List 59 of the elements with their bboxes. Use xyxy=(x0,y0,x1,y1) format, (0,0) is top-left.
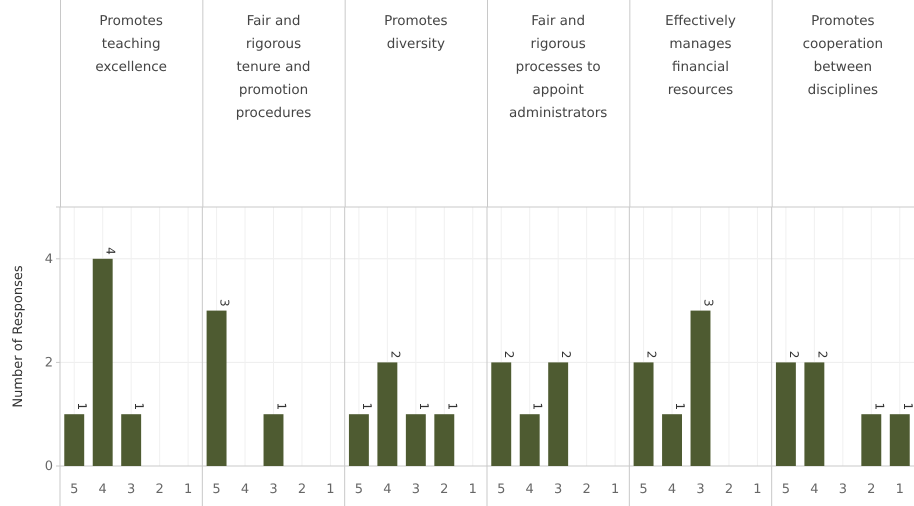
x-tick-label: 1 xyxy=(753,482,762,497)
data-label: 1 xyxy=(132,402,146,410)
data-label: 3 xyxy=(702,298,716,307)
y-axis-title: Number of Responses xyxy=(11,265,26,408)
x-tick-label: 2 xyxy=(298,482,306,497)
chart-title: Promotes teaching excellence xyxy=(95,13,167,75)
chart-title: Effectively manages financial resources xyxy=(665,13,736,98)
x-tick-label: 1 xyxy=(896,482,904,497)
data-label: 2 xyxy=(644,350,659,358)
data-label: 1 xyxy=(416,402,431,410)
chart-title: Fair and rigorous tenure and promotion procedures xyxy=(236,13,312,121)
x-tick-label: 3 xyxy=(269,482,278,497)
x-tick-label: 4 xyxy=(526,482,534,497)
x-tick-label: 1 xyxy=(610,482,620,497)
data-label: 3 xyxy=(218,298,232,307)
data-label: 1 xyxy=(445,402,460,410)
y-tick-label: 0 xyxy=(44,459,53,474)
data-label: 2 xyxy=(559,350,574,358)
chart-title: Promotes cooperation between disciplines xyxy=(802,13,884,98)
x-tick-label: 1 xyxy=(468,482,477,497)
data-label: 1 xyxy=(274,402,288,410)
chart-title: Fair and rigorous processes to appoint administrators xyxy=(508,13,608,121)
data-label: 2 xyxy=(815,350,830,358)
data-label: 2 xyxy=(502,350,516,358)
x-tick-label: 5 xyxy=(354,482,364,497)
data-label: 1 xyxy=(900,402,914,410)
x-tick-label: 1 xyxy=(326,482,335,497)
x-tick-label: 4 xyxy=(668,482,676,497)
x-tick-label: 5 xyxy=(212,482,221,497)
data-label: 1 xyxy=(530,402,545,410)
x-tick-label: 4 xyxy=(240,482,250,497)
x-tick-label: 3 xyxy=(838,482,847,497)
x-tick-label: 2 xyxy=(867,482,876,497)
data-label: 2 xyxy=(786,350,801,358)
y-tick-label: 4 xyxy=(44,252,53,267)
data-label: 1 xyxy=(673,402,688,410)
x-tick-label: 2 xyxy=(440,482,448,497)
x-tick-label: 4 xyxy=(810,482,819,497)
y-tick-label: 2 xyxy=(44,356,53,371)
x-tick-label: 5 xyxy=(70,482,78,497)
data-label: 1 xyxy=(872,402,886,410)
data-label: 1 xyxy=(360,402,374,410)
x-tick-label: 5 xyxy=(782,482,790,497)
x-tick-label: 2 xyxy=(155,482,164,497)
data-label: 4 xyxy=(104,247,118,255)
data-label: 2 xyxy=(388,350,402,358)
x-tick-label: 2 xyxy=(724,482,734,497)
x-tick-label: 3 xyxy=(696,482,705,497)
x-tick-label: 5 xyxy=(497,482,506,497)
data-label: 1 xyxy=(75,402,90,410)
x-tick-label: 1 xyxy=(184,482,192,497)
x-tick-label: 4 xyxy=(98,482,107,497)
x-tick-label: 2 xyxy=(582,482,591,497)
x-tick-label: 5 xyxy=(639,482,648,497)
x-tick-label: 3 xyxy=(554,482,562,497)
x-tick-label: 3 xyxy=(412,482,420,497)
x-tick-label: 3 xyxy=(127,482,136,497)
x-tick-label: 4 xyxy=(383,482,392,497)
chart-title: Promotes diversity xyxy=(384,13,448,52)
